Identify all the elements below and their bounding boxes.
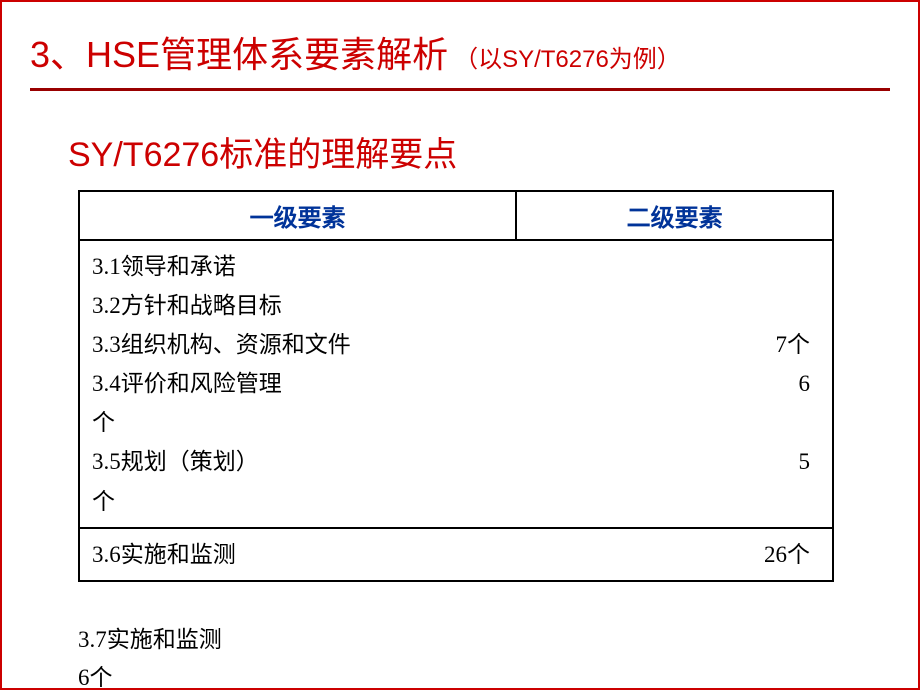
- table-row: 3.6实施和监测 26个: [79, 528, 833, 581]
- table-row: 3.1领导和承诺 3.2方针和战略目标 3.3组织机构、资源和文件 7个 3.4评…: [79, 240, 833, 528]
- cell-text: 5: [799, 442, 811, 481]
- title-number: 3、: [30, 26, 86, 78]
- cell-text: 个: [92, 403, 115, 442]
- slide-content: 3、 HSE 管理体系要素解析 （以SY/T6276为例） SY/T6276标准…: [2, 2, 918, 606]
- title-main: 管理体系要素解析: [160, 26, 448, 78]
- cell-text: 3.5规划（策划）: [92, 442, 259, 481]
- cell-text: 个: [92, 482, 115, 521]
- title-row: 3、 HSE 管理体系要素解析 （以SY/T6276为例）: [30, 26, 890, 78]
- cell-text: 3.3组织机构、资源和文件: [92, 325, 351, 364]
- subtitle: SY/T6276标准的理解要点: [68, 127, 890, 176]
- overflow-text-1: 3.7实施和监测: [78, 620, 222, 654]
- title-sub: （以SY/T6276为例）: [454, 39, 681, 74]
- title-underline: [30, 88, 890, 91]
- table-header-1: 一级要素: [79, 191, 516, 240]
- cell-text: 3.1领导和承诺: [92, 247, 236, 286]
- cell-text: 26个: [764, 535, 810, 574]
- row-body-1: 3.1领导和承诺 3.2方针和战略目标 3.3组织机构、资源和文件 7个 3.4评…: [80, 247, 832, 521]
- elements-table: 一级要素 二级要素 3.1领导和承诺 3.2方针和战略目标 3.3组织机构、资源…: [78, 190, 834, 582]
- cell-text: 3.6实施和监测: [92, 535, 236, 574]
- title-section: 3、 HSE 管理体系要素解析 （以SY/T6276为例）: [30, 26, 890, 91]
- row-body-2: 3.6实施和监测 26个: [80, 535, 832, 574]
- cell-text: 3.4评价和风险管理: [92, 364, 282, 403]
- cell-text: 3.2方针和战略目标: [92, 286, 282, 325]
- cell-text: 7个: [776, 325, 811, 364]
- cell-text: 6: [799, 364, 811, 403]
- title-hse: HSE: [86, 34, 160, 76]
- overflow-text-2: 6个: [78, 658, 113, 692]
- table-container: 一级要素 二级要素 3.1领导和承诺 3.2方针和战略目标 3.3组织机构、资源…: [78, 190, 834, 582]
- table-header-2: 二级要素: [516, 191, 833, 240]
